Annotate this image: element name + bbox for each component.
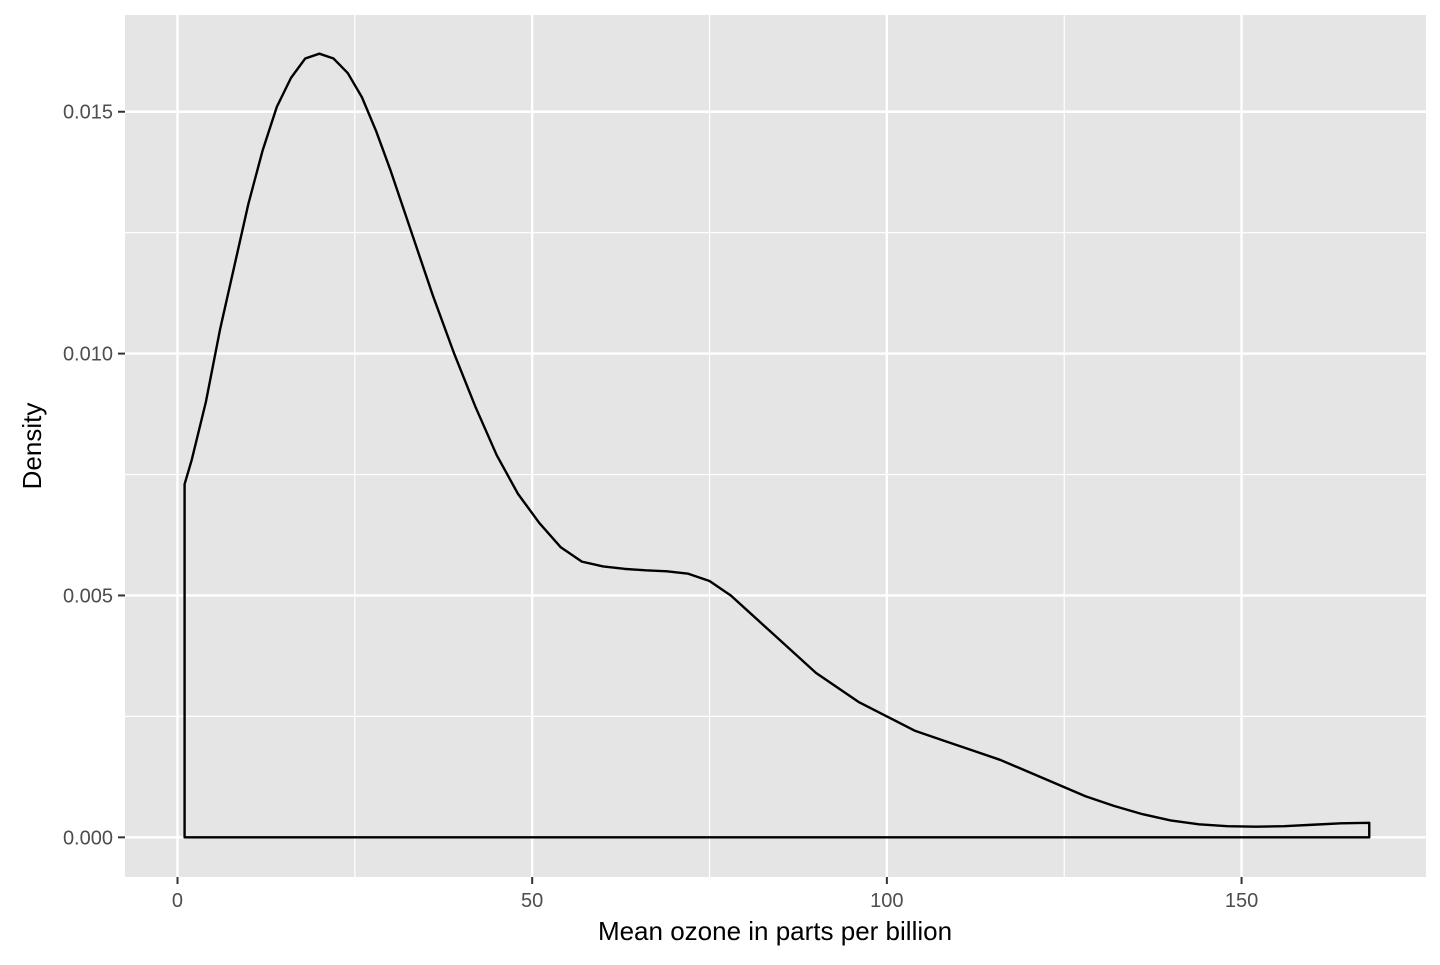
y-tick-label: 0.010 xyxy=(63,344,113,366)
y-tick-label: 0.015 xyxy=(63,102,113,124)
x-axis-title: Mean ozone in parts per billion xyxy=(598,916,952,946)
x-axis: 0 50 100 150 xyxy=(172,877,1258,912)
density-curve xyxy=(183,52,1371,839)
y-tick-label: 0.000 xyxy=(63,827,113,849)
x-tick-label: 100 xyxy=(870,890,903,912)
x-tick-label: 150 xyxy=(1225,890,1258,912)
x-tick-label: 50 xyxy=(521,890,543,912)
y-axis: 0.000 0.005 0.010 0.015 xyxy=(63,102,125,849)
x-tick-label: 0 xyxy=(172,890,183,912)
plot-panel xyxy=(125,15,1426,877)
y-axis-title: Density xyxy=(17,403,47,490)
y-tick-label: 0.005 xyxy=(63,585,113,607)
minor-grid-lines xyxy=(125,15,1426,877)
